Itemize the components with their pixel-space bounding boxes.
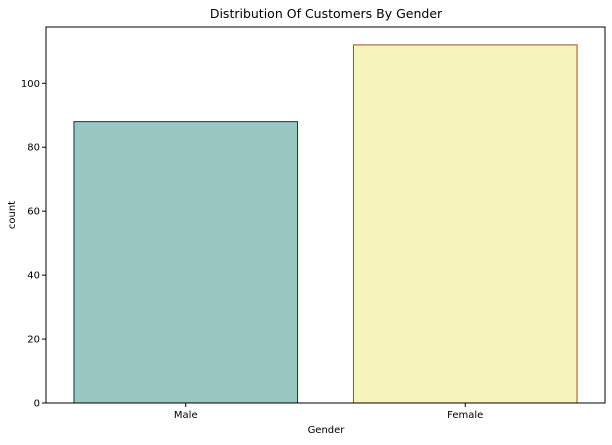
bar-female [352, 44, 578, 404]
axes-layer: Male Female 0 20 40 60 80 100 [21, 26, 606, 421]
y-tick-label: 20 [27, 335, 40, 346]
chart-title: Distribution Of Customers By Gender [210, 6, 443, 21]
y-tick-label: 40 [27, 271, 40, 282]
bar-male [73, 121, 299, 404]
bars-layer [73, 44, 578, 404]
y-tick-label: 0 [34, 399, 40, 410]
y-tick-label: 60 [27, 207, 40, 218]
x-tick-label: Female [447, 410, 483, 421]
x-tick-label: Male [174, 410, 198, 421]
y-tick-label: 100 [21, 79, 40, 90]
y-tick-label: 80 [27, 143, 40, 154]
x-axis-label: Gender [308, 425, 346, 436]
plot-frame [45, 26, 606, 404]
y-axis-label: count [7, 201, 18, 229]
